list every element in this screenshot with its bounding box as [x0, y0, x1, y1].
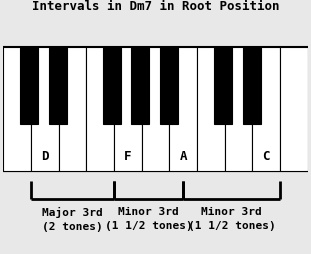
- Bar: [160, 47, 178, 124]
- Bar: [114, 47, 142, 172]
- Bar: [3, 47, 308, 172]
- Text: Minor 3rd
(1 1/2 tones): Minor 3rd (1 1/2 tones): [105, 207, 193, 231]
- Text: A: A: [179, 149, 187, 162]
- Bar: [197, 47, 225, 172]
- Bar: [142, 47, 169, 172]
- Bar: [86, 47, 114, 172]
- Bar: [280, 47, 308, 172]
- Bar: [31, 47, 58, 172]
- Bar: [103, 47, 121, 124]
- Bar: [20, 47, 38, 124]
- Bar: [49, 47, 67, 124]
- Bar: [131, 47, 149, 124]
- Bar: [214, 47, 232, 124]
- Bar: [243, 47, 261, 124]
- Text: C: C: [262, 149, 270, 162]
- Bar: [58, 47, 86, 172]
- Text: F: F: [124, 149, 132, 162]
- Text: Intervals in Dm7 in Root Position: Intervals in Dm7 in Root Position: [32, 0, 279, 13]
- Bar: [3, 47, 31, 172]
- Text: Minor 3rd
(1 1/2 tones): Minor 3rd (1 1/2 tones): [188, 207, 276, 231]
- Bar: [253, 47, 280, 172]
- Bar: [225, 47, 253, 172]
- Bar: [169, 47, 197, 172]
- Text: D: D: [41, 149, 49, 162]
- Text: Major 3rd
(2 tones): Major 3rd (2 tones): [42, 207, 103, 232]
